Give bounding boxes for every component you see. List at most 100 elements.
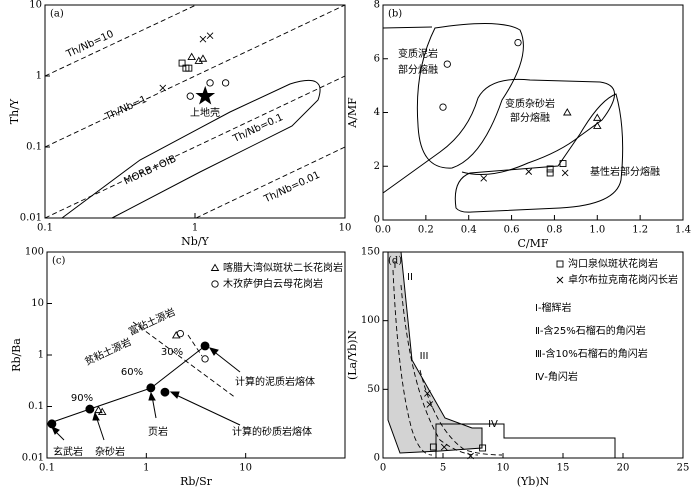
- x-tick-label: 0.0: [375, 225, 391, 236]
- filled-circle-marker: [160, 387, 170, 397]
- circle-marker: [439, 103, 447, 111]
- annotation: Ⅳ-角闪岩: [535, 370, 578, 383]
- annotation: Th/Nb=10: [64, 29, 116, 61]
- triangle-marker: [198, 54, 208, 62]
- legend-label: 木孜萨伊白云母花岗岩: [223, 277, 323, 290]
- x-tick-label: 10: [497, 463, 510, 474]
- x-tick-label: 15: [557, 463, 570, 474]
- y-tick-label: 100: [361, 315, 380, 326]
- metapelite-field: [416, 23, 524, 169]
- y-tick-label: 0.1: [28, 401, 44, 412]
- annotation: 部分熔融: [398, 63, 438, 76]
- circle-marker: [201, 355, 209, 363]
- cross-marker: [206, 32, 214, 39]
- cross-marker: [440, 443, 448, 451]
- square-marker: [185, 64, 193, 72]
- annotation: I: [394, 260, 397, 271]
- triangle-marker: [194, 56, 204, 64]
- x-tick-label: 1.2: [632, 225, 648, 236]
- filled-circle-marker: [146, 383, 156, 393]
- divider: [187, 334, 203, 357]
- x-tick-label: 0.2: [418, 225, 434, 236]
- x-tick-label: 0.4: [461, 225, 477, 236]
- square-marker: [546, 165, 554, 173]
- panel-label: (b): [388, 9, 402, 20]
- filled-circle-marker: [200, 341, 210, 351]
- annotation: 计算的泥质岩熔体: [235, 375, 315, 388]
- x-tick-label: 5: [440, 463, 446, 474]
- triangle-marker: [563, 108, 572, 116]
- triangle-marker: [593, 121, 602, 129]
- circle-marker: [514, 38, 522, 47]
- y-tick-label: 8: [374, 0, 380, 11]
- x-axis-label: Nb/Y: [181, 235, 209, 248]
- y-tick-label: 2: [374, 161, 380, 172]
- divider: [132, 321, 237, 399]
- square-marker: [479, 444, 487, 452]
- x-tick-label: 0.1: [37, 223, 53, 234]
- y-tick-label: 0.1: [26, 142, 42, 153]
- triangle-marker: [593, 113, 602, 121]
- annotation: 计算的砂质岩熔体: [232, 425, 312, 438]
- x-tick-label: 20: [617, 463, 630, 474]
- annotation: Th/Nb=1: [103, 94, 149, 123]
- triangle-marker: [187, 52, 196, 60]
- basic-field: [454, 93, 624, 213]
- cross-marker: [424, 390, 431, 397]
- y-tick-label: 10: [31, 298, 44, 309]
- annotation: Ⅲ-含10%石榴石的角闪岩: [535, 347, 648, 360]
- morb-oib-field: [61, 80, 321, 219]
- panel-label: (d): [388, 256, 402, 267]
- annotation: 部分熔融: [510, 111, 550, 124]
- y-axis-label: (La/Yb)N: [346, 330, 359, 380]
- x-tick-label: 10: [239, 463, 252, 474]
- plot-frame: [382, 251, 684, 459]
- cross-marker: [199, 35, 207, 43]
- square-marker: [559, 160, 567, 168]
- triangle-marker: [97, 407, 107, 416]
- x-tick-label: 1: [192, 223, 198, 234]
- y-tick-label: 100: [25, 247, 44, 258]
- x-tick-label: 0.8: [546, 225, 562, 236]
- x-tick-label: 25: [677, 463, 690, 474]
- circle-marker: [206, 79, 214, 87]
- y-tick-label: 6: [374, 53, 380, 64]
- annotation: III: [420, 351, 429, 362]
- annotation: 变质杂砂岩: [505, 97, 555, 110]
- filled-circle-marker: [85, 404, 95, 414]
- x-tick-label: 1: [143, 463, 149, 474]
- annotation: Ⅰ-榴辉岩: [535, 301, 572, 314]
- panel-label: (a): [50, 9, 64, 20]
- cross-marker: [159, 84, 167, 92]
- y-tick-label: 0: [374, 453, 380, 464]
- x-tick-label: 10: [339, 223, 352, 234]
- annotation: 上地壳: [190, 106, 220, 119]
- y-tick-label: 0: [374, 215, 380, 226]
- annotation: 贫粘土源岩: [82, 335, 133, 368]
- curve-ii: [400, 284, 479, 456]
- filled-circle-marker: [47, 419, 57, 429]
- annotation: 玄武岩: [53, 445, 83, 458]
- y-axis-label: Th/Y: [8, 98, 21, 124]
- curve-i: [392, 269, 433, 456]
- circle-marker: [211, 280, 219, 288]
- y-tick-label: 150: [361, 247, 380, 258]
- cross-marker: [556, 276, 564, 284]
- triangle-marker: [210, 263, 220, 271]
- y-tick-label: 0.01: [22, 453, 44, 464]
- metagreywacke-field: [382, 78, 615, 194]
- legend-label: 沟口泉似斑状花岗岩: [568, 257, 658, 270]
- x-axis-label: C/MF: [517, 237, 548, 250]
- y-tick-label: 1: [38, 350, 44, 361]
- y-tick-label: 4: [374, 107, 380, 118]
- circle-marker: [186, 92, 194, 100]
- y-tick-label: 0.01: [20, 213, 42, 224]
- x-tick-label: 0: [380, 463, 386, 474]
- star-marker: [195, 85, 216, 105]
- circle-marker: [176, 329, 184, 338]
- annotation: 页岩: [148, 425, 168, 438]
- x-axis-label: (Yb)N: [517, 475, 550, 488]
- square-marker: [546, 169, 554, 177]
- annotation: Th/Nb=0.01: [262, 170, 322, 206]
